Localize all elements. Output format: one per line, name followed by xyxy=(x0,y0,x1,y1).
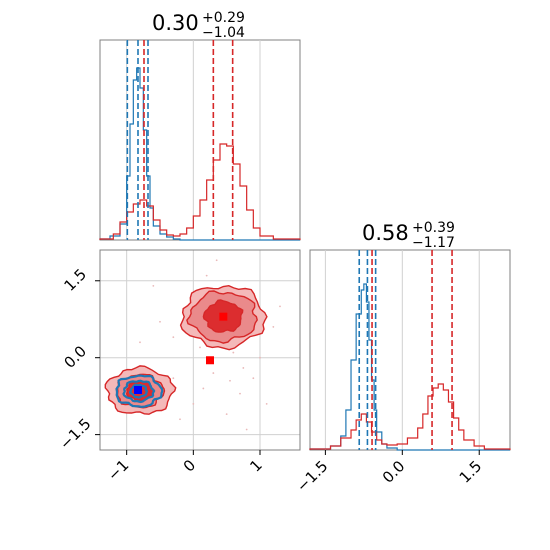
scatter-point xyxy=(242,367,245,369)
scatter-point xyxy=(229,379,231,382)
hist1-quantiles xyxy=(126,40,234,240)
scatter-point xyxy=(245,428,248,431)
hist2-title-minus: −1.17 xyxy=(412,235,455,251)
scatter-point xyxy=(179,418,181,421)
scatter-point xyxy=(159,320,161,323)
x-tick-label: −1.5 xyxy=(293,457,331,495)
best-fit-marker xyxy=(206,356,214,365)
scatter-point xyxy=(272,326,275,328)
scatter-point xyxy=(192,402,195,405)
scatter-point xyxy=(265,402,268,405)
scatter-point xyxy=(199,346,201,349)
scatter-point xyxy=(225,413,228,416)
contour-content xyxy=(100,250,300,450)
hist-panel-bottom-right: 0.58 +0.39 −1.17 −1.5 0.0 1.5 xyxy=(293,220,511,496)
x-tick-label: 1.5 xyxy=(456,457,486,487)
hist1-title-minus: −1.04 xyxy=(202,25,245,41)
contour-x-ticks: −1 0 1 xyxy=(104,450,266,484)
scatter-point xyxy=(172,377,175,380)
contour-blue-level xyxy=(122,379,156,404)
scatter-point xyxy=(205,274,208,277)
contour-frame xyxy=(99,249,301,451)
scatter-point xyxy=(212,372,215,374)
contour-blue-level xyxy=(115,374,164,409)
scatter-point xyxy=(139,341,141,344)
hist2-title-value: 0.58 xyxy=(362,221,409,245)
hist1-title-plus: +0.29 xyxy=(202,10,245,26)
best-fit-marker xyxy=(134,386,142,394)
hist2-title-plus: +0.39 xyxy=(412,220,455,236)
y-tick-label: −1.5 xyxy=(56,415,94,453)
best-fit-marker xyxy=(219,312,228,321)
y-tick-label: 0.0 xyxy=(60,342,90,372)
scatter-point xyxy=(239,392,241,395)
scatter-point xyxy=(279,305,281,308)
hist2-quantiles xyxy=(358,250,453,450)
scatter-point xyxy=(259,356,261,359)
x-tick-label: −1 xyxy=(104,456,132,484)
scatter-point xyxy=(252,377,255,380)
x-tick-label: 0 xyxy=(180,456,199,475)
hist-panel-top-left: 0.30 +0.29 −1.04 xyxy=(99,10,301,241)
histogram-red-series xyxy=(309,383,511,450)
hist2-title: 0.58 +0.39 −1.17 xyxy=(362,220,455,251)
scatter-point xyxy=(202,387,205,390)
hist1-title-value: 0.30 xyxy=(152,11,199,35)
scatter-point xyxy=(215,259,218,262)
histogram-red-series xyxy=(99,143,301,240)
contour-y-ticks: −1.5 0.0 1.5 xyxy=(56,265,100,453)
y-tick-label: 1.5 xyxy=(60,265,90,295)
hist2-x-ticks: −1.5 0.0 1.5 xyxy=(293,450,485,496)
hist2-series xyxy=(309,283,511,451)
hist2-grid xyxy=(324,250,480,450)
scatter-point xyxy=(152,284,155,287)
contour-blue-level xyxy=(129,383,148,399)
scatter-point xyxy=(232,351,235,354)
x-tick-label: 1 xyxy=(246,456,265,475)
x-tick-label: 0.0 xyxy=(379,457,409,487)
contour-panel: −1 0 1 −1.5 0.0 1.5 xyxy=(56,249,301,484)
hist1-title: 0.30 +0.29 −1.04 xyxy=(152,10,245,41)
hist2-frame xyxy=(309,249,511,451)
scatter-point xyxy=(172,336,175,339)
contour-background xyxy=(100,250,300,450)
